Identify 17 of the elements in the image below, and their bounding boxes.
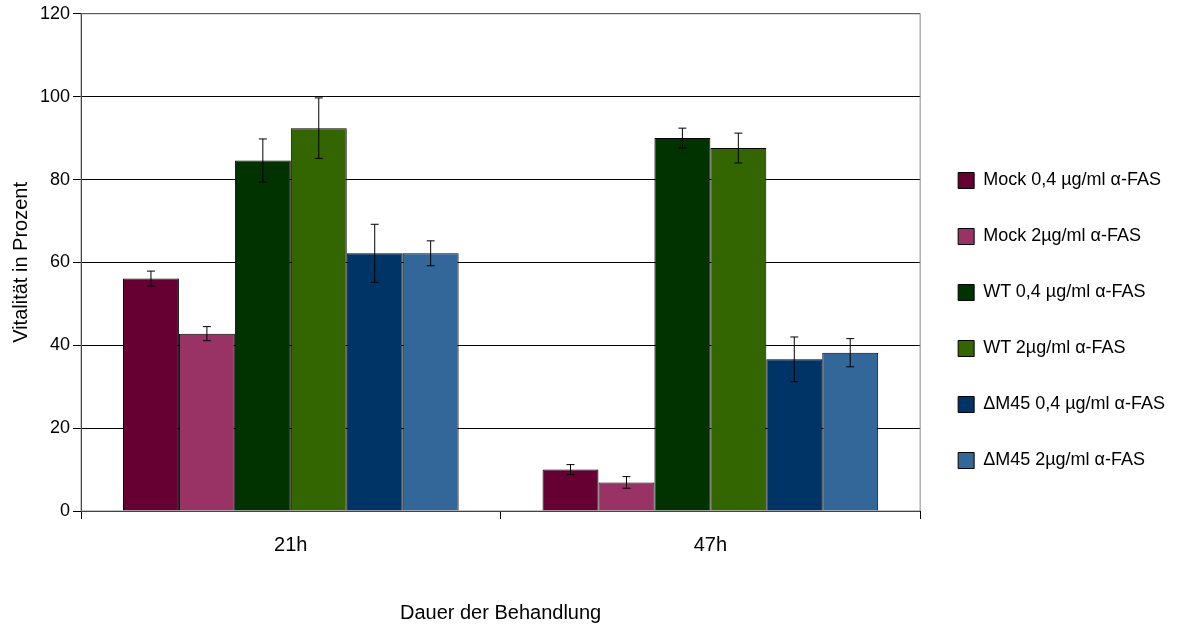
y-tick-label: 60 xyxy=(50,251,71,272)
legend-label: WT 0,4 µg/ml α-FAS xyxy=(983,281,1146,302)
legend-label: ΔM45 2µg/ml α-FAS xyxy=(983,449,1145,470)
x-tick-label: 21h xyxy=(274,532,308,555)
y-axis-title: Vitalität in Prozent xyxy=(8,181,31,343)
y-tick-label: 120 xyxy=(39,2,71,23)
y-tick-label: 100 xyxy=(39,85,71,106)
y-tick-label: 0 xyxy=(60,499,71,520)
legend-label: WT 2µg/ml α-FAS xyxy=(983,337,1126,358)
legend-label: Mock 0,4 µg/ml α-FAS xyxy=(983,169,1161,190)
y-tick-label: 40 xyxy=(50,334,71,355)
x-tick-label: 47h xyxy=(693,532,728,555)
y-tick-label: 20 xyxy=(50,417,71,438)
legend-label: Mock 2µg/ml α-FAS xyxy=(983,225,1141,246)
legend-label: ΔM45 0,4 µg/ml α-FAS xyxy=(983,393,1165,414)
x-axis-title: Dauer der Behandlung xyxy=(399,600,602,623)
y-tick-label: 80 xyxy=(50,168,71,189)
